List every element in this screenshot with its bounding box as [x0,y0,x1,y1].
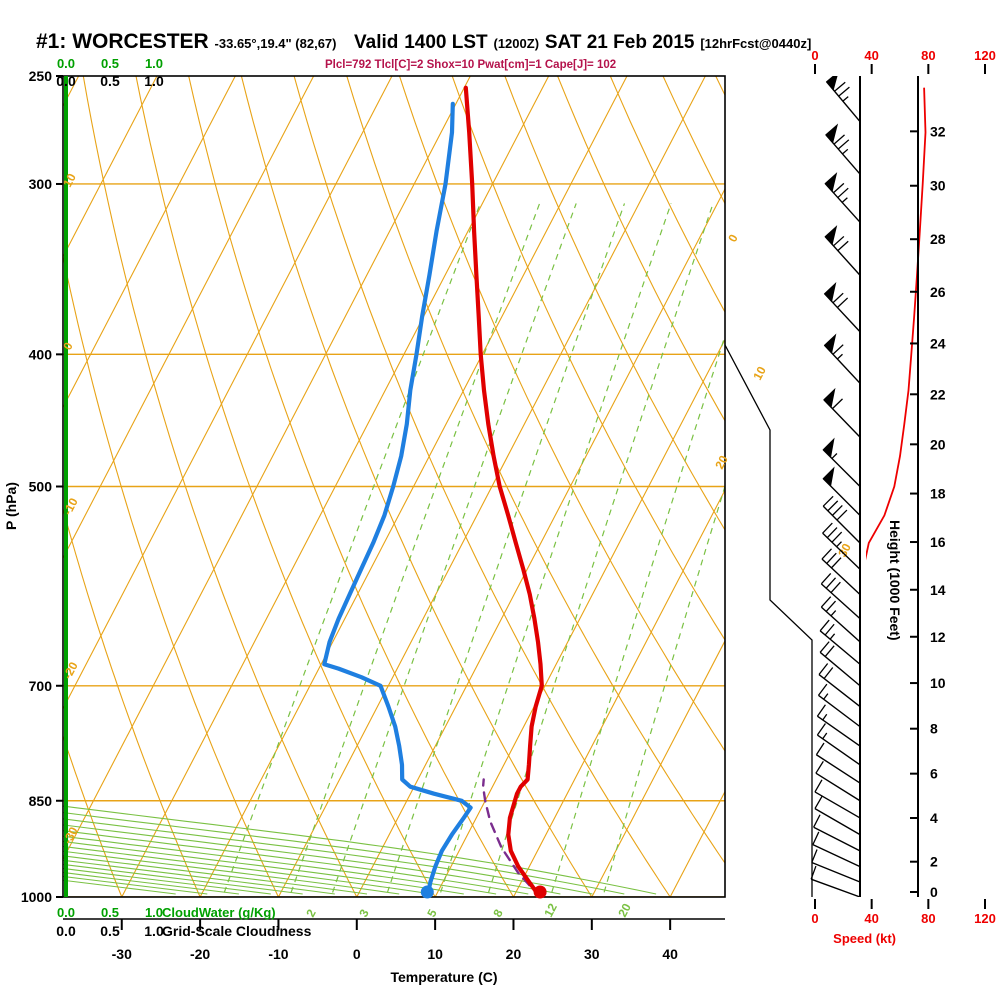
svg-text:1.0: 1.0 [145,905,163,920]
svg-text:0.5: 0.5 [100,923,120,939]
svg-text:Speed (kt): Speed (kt) [833,931,896,946]
svg-text:Grid-Scale Cloudiness: Grid-Scale Cloudiness [162,923,312,939]
svg-text:24: 24 [930,335,946,351]
svg-text:12: 12 [930,629,946,645]
svg-text:0: 0 [811,911,818,926]
svg-text:14: 14 [930,582,946,598]
svg-text:30: 30 [584,946,600,962]
svg-text:120: 120 [974,48,996,63]
svg-text:40: 40 [864,911,878,926]
svg-text:0: 0 [725,232,741,245]
svg-text:0.0: 0.0 [57,905,75,920]
svg-text:4: 4 [930,810,938,826]
svg-text:30: 30 [930,178,946,194]
svg-text:Temperature (C): Temperature (C) [390,969,497,985]
svg-text:28: 28 [930,231,946,247]
valid-utc: (1200Z) [493,36,540,51]
svg-text:22: 22 [930,386,946,402]
svg-text:32: 32 [930,123,946,139]
svg-text:16: 16 [930,534,946,550]
valid-time: 1400 LST [404,32,488,53]
svg-text:10: 10 [60,171,79,190]
svg-text:20: 20 [615,901,634,920]
svg-text:-10: -10 [268,946,288,962]
svg-text:0.0: 0.0 [56,923,76,939]
svg-text:18: 18 [930,486,946,502]
svg-text:20: 20 [506,946,522,962]
svg-text:6: 6 [930,766,938,782]
svg-text:2: 2 [930,854,938,870]
svg-text:300: 300 [29,176,53,192]
svg-text:0.0: 0.0 [56,73,76,89]
svg-text:80: 80 [921,911,935,926]
svg-text:10: 10 [427,946,443,962]
svg-text:250: 250 [29,68,53,84]
svg-text:Height (1000 Feet): Height (1000 Feet) [887,520,903,641]
svg-text:1.0: 1.0 [144,923,164,939]
station-coords: -33.65°,19.4" (82,67) [214,36,337,51]
svg-text:5: 5 [424,907,440,920]
svg-text:120: 120 [974,911,996,926]
svg-text:40: 40 [864,48,878,63]
svg-text:P (hPa): P (hPa) [3,482,19,530]
svg-text:8: 8 [930,721,938,737]
svg-text:30: 30 [835,541,854,560]
svg-text:1000: 1000 [21,889,52,905]
svg-text:400: 400 [29,346,53,362]
svg-text:-30: -30 [112,946,132,962]
svg-text:3: 3 [356,907,372,920]
sounding-stats: Plcl=792 Tlcl[C]=2 Shox=10 Pwat[cm]=1 Ca… [325,59,617,71]
svg-text:8: 8 [490,907,506,920]
svg-text:20: 20 [930,436,946,452]
svg-text:1.0: 1.0 [144,73,164,89]
svg-text:-20: -20 [190,946,210,962]
svg-text:0.5: 0.5 [101,56,119,71]
svg-text:20: 20 [712,453,731,472]
svg-text:700: 700 [29,678,53,694]
svg-text:26: 26 [930,284,946,300]
svg-text:80: 80 [921,48,935,63]
svg-text:0.5: 0.5 [100,73,120,89]
svg-text:500: 500 [29,479,53,495]
svg-text:10: 10 [750,364,769,383]
svg-text:CloudWater (g/Kg): CloudWater (g/Kg) [162,905,276,920]
valid-date: SAT 21 Feb 2015 [544,32,695,53]
valid-word: Valid [354,32,399,53]
svg-text:0: 0 [811,48,818,63]
station-name: WORCESTER [72,30,209,53]
svg-text:0.0: 0.0 [57,56,75,71]
svg-text:1.0: 1.0 [145,56,163,71]
svg-text:10: 10 [930,675,946,691]
svg-text:0.5: 0.5 [101,905,119,920]
svg-text:2: 2 [303,907,319,920]
svg-text:0: 0 [930,884,938,900]
page-title: #1: WORCESTER -33.65°,19.4" (82,67) Vali… [36,30,811,54]
svg-text:0: 0 [353,946,361,962]
forecast-tag: [12hrFcst@0440z] [700,36,812,51]
svg-text:850: 850 [29,793,53,809]
station-id: #1: [36,30,67,53]
svg-text:40: 40 [662,946,678,962]
svg-text:12: 12 [541,901,560,920]
